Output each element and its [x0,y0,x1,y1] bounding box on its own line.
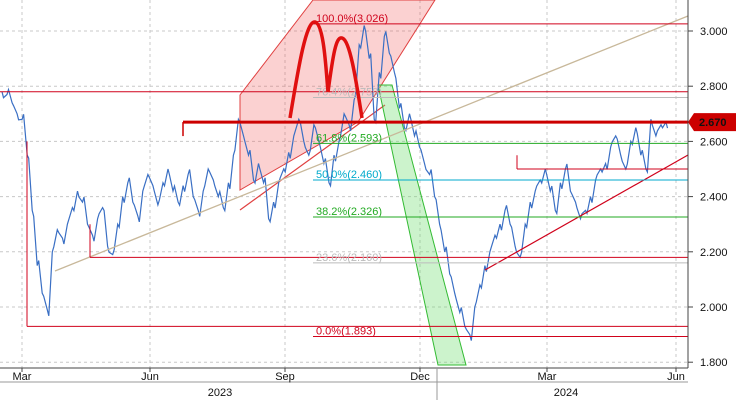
year-label: 2023 [208,387,232,399]
y-tick-label: 2.200 [700,247,728,259]
fib-level-label: 61.8%(2.593) [316,132,382,144]
y-tick-label: 2.000 [700,302,728,314]
y-tick-label: 2.800 [700,81,728,93]
x-tick-label: Sep [275,371,295,383]
x-tick-label: Dec [410,371,430,383]
y-tick-label: 2.600 [700,136,728,148]
rising-channel [239,0,436,191]
double-top-right [326,36,364,119]
chart-annotations [239,0,467,366]
last-value-text: 2.670 [699,117,727,129]
fib-level-label: 23.6%(2.160) [316,252,382,264]
x-tick-label: Mar [13,371,32,383]
y-tick-label: 2.400 [700,192,728,204]
double-top-left [288,20,330,119]
fib-level-label: 0.0%(1.893) [316,326,376,338]
y-tick-label: 1.800 [700,357,728,369]
fib-level-label: 50.0%(2.460) [316,169,382,181]
grid [0,0,688,368]
x-tick-label: Jun [141,371,159,383]
falling-channel [377,84,467,366]
x-tick-label: Mar [538,371,557,383]
fib-level-label: 100.0%(3.026) [316,13,388,25]
fib-level-label: 38.2%(2.326) [316,206,382,218]
last-value-badge [688,113,736,132]
year-label: 2024 [554,387,578,399]
overlay-lines: 100.0%(3.026) 76.4%(2.759) 61.8%(2.593) 50.… [0,13,689,338]
support-trendline [484,154,689,271]
fib-level-label: 76.4%(2.759) [316,87,382,99]
y-tick-label: 3.000 [700,26,728,38]
x-tick-label: Jun [667,371,685,383]
